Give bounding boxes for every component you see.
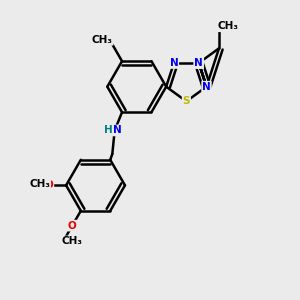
Text: CH₃: CH₃ — [29, 179, 50, 189]
Text: CH₃: CH₃ — [61, 236, 82, 246]
Text: N: N — [169, 58, 178, 68]
Text: O: O — [68, 220, 76, 231]
Text: CH₃: CH₃ — [92, 35, 113, 45]
Text: O: O — [45, 180, 53, 190]
Text: N: N — [202, 82, 211, 92]
Text: N: N — [194, 58, 203, 68]
Text: N: N — [194, 58, 203, 68]
Text: H: H — [104, 124, 112, 135]
Text: S: S — [183, 96, 190, 106]
Text: CH₃: CH₃ — [217, 21, 238, 31]
Text: N: N — [113, 125, 122, 135]
